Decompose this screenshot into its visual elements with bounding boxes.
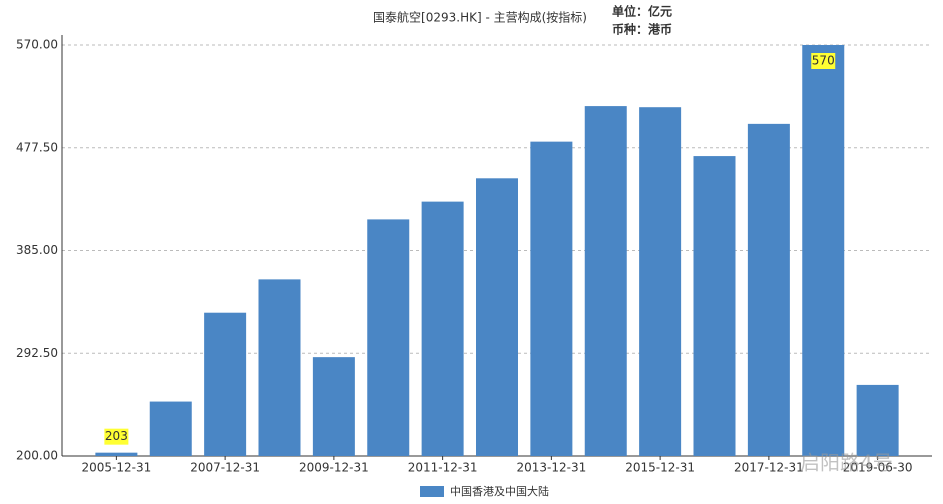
legend-label: 中国香港及中国大陆 — [450, 484, 549, 498]
unit-note: 单位：亿元 — [612, 4, 672, 19]
bar — [476, 178, 518, 456]
x-tick-label: 2007-12-31 — [190, 461, 260, 475]
data-label: 203 — [105, 429, 128, 443]
y-tick-label: 385.00 — [16, 243, 58, 257]
x-tick-label: 2011-12-31 — [408, 461, 478, 475]
x-tick-label: 2015-12-31 — [625, 461, 695, 475]
currency-note: 币种：港币 — [612, 22, 672, 37]
data-label: 570 — [812, 54, 835, 68]
x-tick-label: 2013-12-31 — [517, 461, 587, 475]
y-tick-label: 292.50 — [16, 346, 58, 360]
bar — [856, 384, 899, 456]
x-tick-label: 2009-12-31 — [299, 461, 369, 475]
bar — [693, 156, 736, 456]
bar — [747, 123, 790, 457]
x-tick-label: 2005-12-31 — [82, 461, 152, 475]
y-tick-label: 570.00 — [16, 38, 58, 52]
bar — [149, 401, 192, 456]
watermark: 启阳路4号 — [800, 451, 893, 475]
bar — [639, 107, 682, 456]
bar — [204, 312, 247, 456]
bar — [421, 201, 464, 456]
bar — [530, 141, 573, 456]
bar — [95, 452, 138, 456]
bar — [367, 219, 410, 456]
x-tick-label: 2019-06-30 — [843, 461, 913, 475]
bar — [258, 279, 301, 456]
x-tick-label: 2017-12-31 — [734, 461, 804, 475]
bar — [584, 106, 627, 456]
chart-title: 国泰航空[0293.HK] - 主营构成(按指标) — [373, 10, 587, 25]
y-tick-label: 200.00 — [16, 449, 58, 463]
bar — [802, 45, 845, 456]
legend-swatch — [420, 486, 444, 497]
data-label-bg — [811, 53, 836, 69]
y-tick-label: 477.50 — [16, 140, 58, 154]
bar — [312, 357, 355, 456]
data-label-bg — [104, 428, 129, 445]
